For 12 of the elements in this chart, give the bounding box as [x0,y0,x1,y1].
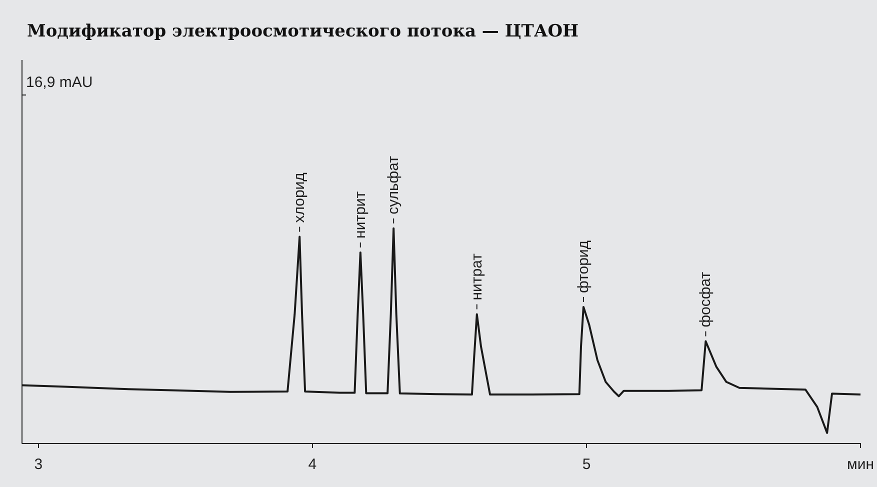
text: 16,9 mAU [26,74,93,91]
annotation: сульфат [385,156,402,214]
x-tick-label: 5 [582,456,591,473]
chart-title: Модификатор электроосмотического потока — ЦТАОН [27,22,579,42]
annotation: нитрит [352,191,369,238]
annotation: фторид [574,240,592,293]
x-tick-label: мин [847,456,874,473]
x-tick-label: 3 [34,456,43,473]
annotation: нитрат [468,253,486,300]
annotation: фосфат [697,272,714,328]
x-tick-label: 4 [308,456,317,473]
annotation: хлорид [291,172,308,223]
